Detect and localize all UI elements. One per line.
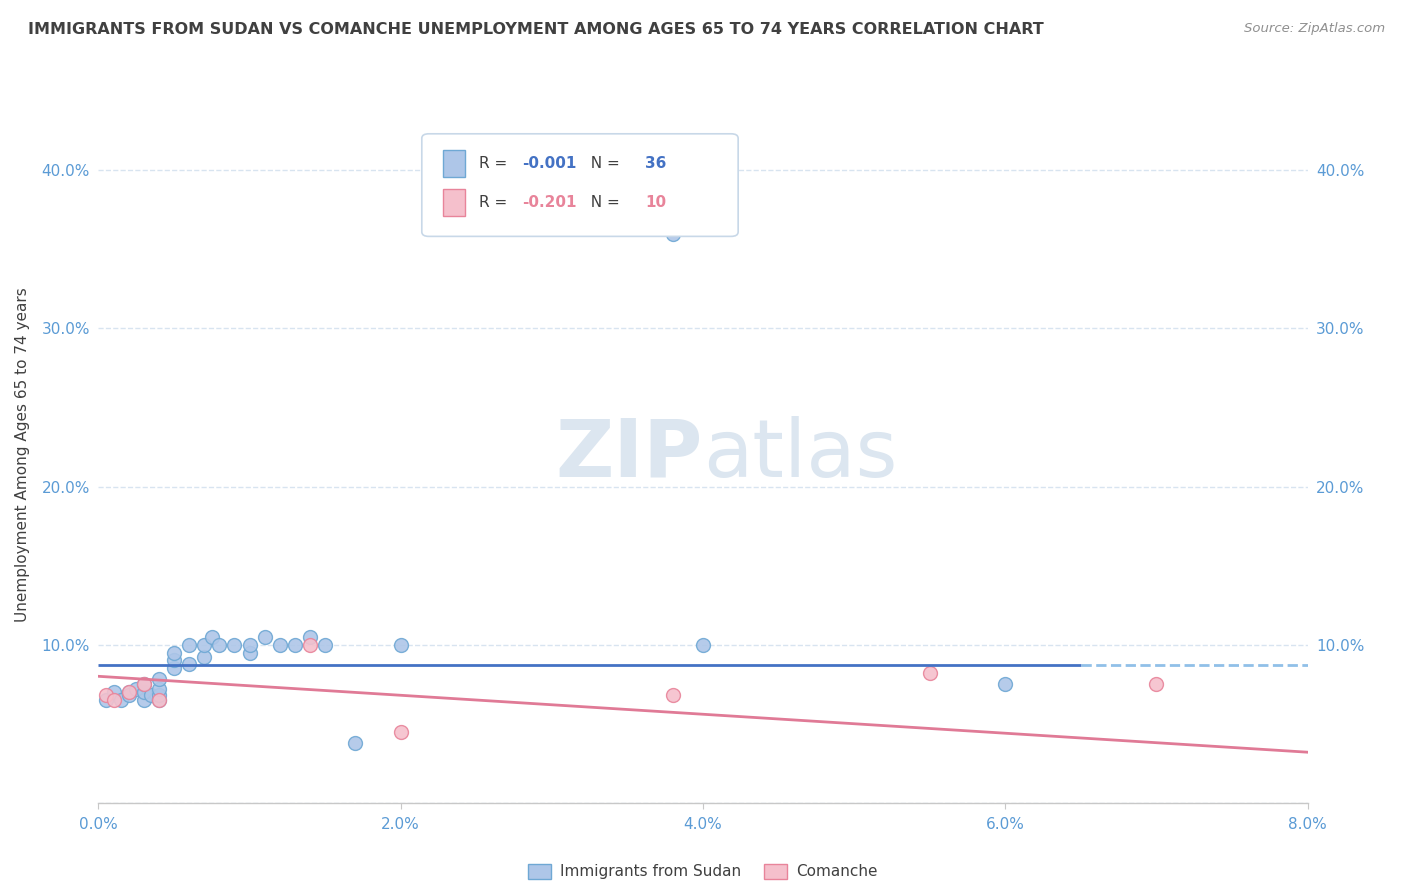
Point — [148, 688, 170, 702]
Point — [118, 685, 141, 699]
Point — [994, 677, 1017, 691]
Text: N =: N = — [581, 156, 624, 170]
Point — [193, 650, 215, 665]
Point — [389, 638, 412, 652]
Point — [148, 693, 170, 707]
Point — [141, 688, 163, 702]
Text: IMMIGRANTS FROM SUDAN VS COMANCHE UNEMPLOYMENT AMONG AGES 65 TO 74 YEARS CORRELA: IMMIGRANTS FROM SUDAN VS COMANCHE UNEMPL… — [28, 22, 1043, 37]
Text: Source: ZipAtlas.com: Source: ZipAtlas.com — [1244, 22, 1385, 36]
Point — [179, 657, 201, 671]
Point — [148, 673, 170, 687]
Point — [132, 693, 155, 707]
Text: -0.201: -0.201 — [522, 195, 576, 210]
Point — [118, 685, 141, 699]
Text: 10: 10 — [645, 195, 666, 210]
Text: ZIP: ZIP — [555, 416, 703, 494]
Legend: Immigrants from Sudan, Comanche: Immigrants from Sudan, Comanche — [522, 857, 884, 886]
Point — [299, 638, 322, 652]
Point — [314, 638, 336, 652]
Point — [662, 688, 685, 702]
Text: R =: R = — [479, 156, 513, 170]
Y-axis label: Unemployment Among Ages 65 to 74 years: Unemployment Among Ages 65 to 74 years — [15, 287, 31, 623]
Point — [918, 666, 941, 681]
Point — [201, 630, 224, 644]
Point — [148, 693, 170, 707]
Text: -0.001: -0.001 — [522, 156, 576, 170]
Point — [389, 724, 412, 739]
Text: 36: 36 — [645, 156, 666, 170]
Point — [132, 677, 155, 691]
Point — [299, 630, 322, 644]
Point — [208, 638, 231, 652]
Point — [103, 685, 125, 699]
Text: N =: N = — [581, 195, 624, 210]
Point — [284, 638, 307, 652]
Point — [163, 653, 186, 667]
Point — [239, 646, 262, 660]
Point — [148, 681, 170, 696]
Point — [132, 677, 155, 691]
Point — [94, 688, 117, 702]
Point — [163, 646, 186, 660]
Point — [253, 630, 276, 644]
Point — [193, 638, 215, 652]
Point — [344, 736, 367, 750]
Point — [163, 661, 186, 675]
Point — [224, 638, 246, 652]
Point — [269, 638, 291, 652]
Text: atlas: atlas — [703, 416, 897, 494]
Point — [110, 693, 132, 707]
Point — [94, 693, 117, 707]
Point — [179, 638, 201, 652]
Text: R =: R = — [479, 195, 513, 210]
Point — [662, 227, 685, 241]
Point — [692, 638, 714, 652]
Point — [103, 693, 125, 707]
Point — [1146, 677, 1168, 691]
Point — [132, 685, 155, 699]
Point — [239, 638, 262, 652]
Point — [118, 688, 141, 702]
Point — [125, 681, 148, 696]
